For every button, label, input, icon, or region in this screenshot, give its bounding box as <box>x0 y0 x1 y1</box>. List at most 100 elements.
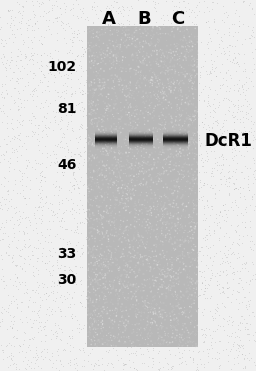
Point <box>26 344 30 350</box>
Point <box>55 214 59 220</box>
Point <box>120 318 124 324</box>
Point <box>176 151 180 157</box>
Point <box>220 255 224 261</box>
Point <box>229 314 233 320</box>
Point <box>167 272 171 278</box>
Point <box>221 202 226 208</box>
Point <box>96 83 100 89</box>
Point <box>134 302 138 308</box>
Point <box>159 206 164 212</box>
Point <box>111 283 115 289</box>
Point <box>156 155 160 161</box>
Point <box>156 39 161 45</box>
Point <box>141 93 145 99</box>
Point <box>51 58 55 63</box>
Point <box>170 29 174 35</box>
Point <box>175 327 179 333</box>
Point <box>246 131 250 137</box>
Point <box>152 88 156 94</box>
Point <box>147 354 151 360</box>
Point <box>90 142 94 148</box>
Point <box>182 41 186 47</box>
Point <box>161 232 165 238</box>
Point <box>137 49 141 55</box>
Point <box>113 52 117 58</box>
Point <box>130 92 134 98</box>
Point <box>70 125 74 131</box>
Point <box>50 350 55 356</box>
Point <box>157 37 161 43</box>
Point <box>121 54 125 60</box>
Point <box>217 281 221 287</box>
Point <box>104 61 108 67</box>
Point <box>249 118 253 124</box>
Point <box>236 250 240 256</box>
Point <box>165 38 169 44</box>
Point <box>181 193 185 198</box>
Point <box>146 260 150 266</box>
Point <box>222 207 226 213</box>
Point <box>121 27 125 33</box>
Point <box>235 59 239 65</box>
Point <box>156 26 160 32</box>
Point <box>102 234 106 240</box>
Point <box>57 183 61 189</box>
Point <box>158 365 162 371</box>
Point <box>192 66 196 72</box>
Point <box>183 204 187 210</box>
Point <box>181 172 185 178</box>
Point <box>9 57 13 63</box>
Point <box>161 315 165 321</box>
Point <box>126 45 130 51</box>
Point <box>122 77 126 83</box>
Point <box>195 108 199 114</box>
Point <box>172 204 176 210</box>
Point <box>21 209 25 214</box>
Point <box>90 286 94 292</box>
Point <box>153 132 157 138</box>
Point <box>169 285 173 291</box>
Point <box>102 333 106 339</box>
Point <box>67 333 71 339</box>
Point <box>0 105 2 111</box>
Point <box>185 26 189 32</box>
Point <box>189 224 193 230</box>
Point <box>164 104 168 110</box>
Point <box>151 309 155 315</box>
Point <box>180 93 184 99</box>
Point <box>141 95 145 101</box>
Point <box>172 87 176 93</box>
Point <box>188 98 192 104</box>
Point <box>67 246 71 252</box>
Point <box>210 66 214 72</box>
Point <box>46 78 50 84</box>
Point <box>91 326 95 332</box>
Point <box>190 281 194 287</box>
Point <box>113 102 117 108</box>
Point <box>59 337 63 343</box>
Point <box>35 352 39 358</box>
Point <box>222 51 227 57</box>
Point <box>145 261 150 267</box>
Point <box>164 0 168 4</box>
Point <box>190 86 195 92</box>
Point <box>184 315 188 321</box>
Point <box>176 153 180 159</box>
Point <box>126 32 130 38</box>
Point <box>196 50 200 56</box>
Point <box>114 54 118 60</box>
Point <box>88 202 92 208</box>
Point <box>36 325 40 331</box>
Point <box>99 129 103 135</box>
Point <box>250 69 254 75</box>
Point <box>35 0 39 4</box>
Point <box>178 92 182 98</box>
Point <box>134 293 138 299</box>
Point <box>134 85 138 91</box>
Point <box>133 26 137 32</box>
Point <box>206 98 210 104</box>
Point <box>97 253 101 259</box>
Point <box>10 258 15 264</box>
Point <box>145 193 149 199</box>
Point <box>78 123 82 129</box>
